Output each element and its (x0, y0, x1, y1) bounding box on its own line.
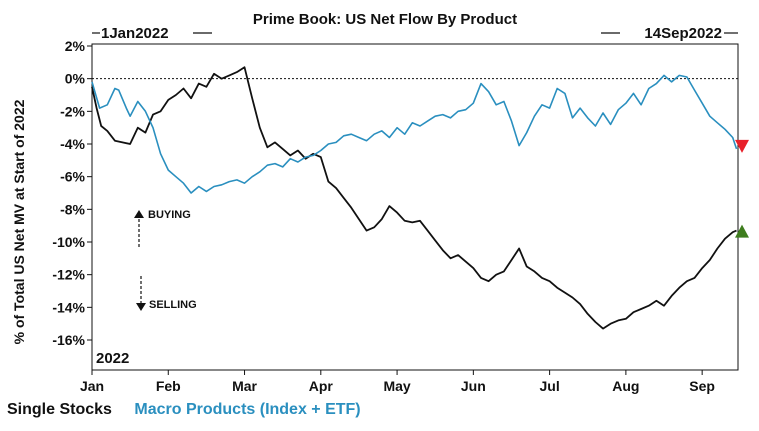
marker-layer (735, 139, 749, 238)
start-date-label: 1Jan2022 (101, 25, 169, 42)
x-axis-ticks: Jan Feb Mar Apr May Jun Jul Aug Sep (80, 370, 715, 394)
x-tick-label: Jun (461, 378, 486, 394)
buying-annotation: BUYING (134, 209, 191, 247)
year-label: 2022 (96, 350, 129, 367)
end-date-label: 14Sep2022 (644, 25, 722, 42)
y-tick-label: -4% (60, 136, 85, 152)
selling-annotation: SELLING (136, 276, 197, 311)
x-tick-label: Jan (80, 378, 104, 394)
legend: Single Stocks Macro Products (Index + ET… (7, 401, 379, 419)
selling-label: SELLING (149, 299, 197, 311)
x-tick-label: May (383, 378, 410, 394)
x-tick-label: Feb (156, 378, 181, 394)
end-date-label-group: 14Sep2022 (601, 25, 738, 42)
series-line-single-stocks (91, 66, 737, 330)
x-tick-label: Jul (539, 378, 559, 394)
start-date-label-group: 1Jan2022 (92, 25, 212, 42)
y-tick-label: -2% (60, 103, 85, 119)
legend-macro-products: Macro Products (Index + ETF) (134, 401, 361, 418)
series-layer (91, 66, 738, 330)
y-tick-label: -6% (60, 169, 85, 185)
y-axis-label: % of Total US Net MV at Start of 2022 (11, 99, 27, 344)
y-tick-label: -8% (60, 201, 85, 217)
legend-single-stocks: Single Stocks (7, 401, 112, 418)
series-line-macro-products (91, 74, 738, 194)
y-tick-label: -14% (52, 299, 85, 315)
chart-title: Prime Book: US Net Flow By Product (253, 11, 517, 28)
x-tick-label: Mar (232, 378, 257, 394)
y-tick-label: -10% (52, 234, 85, 250)
y-tick-label: -16% (52, 332, 85, 348)
x-tick-label: Apr (309, 378, 334, 394)
y-tick-label: -12% (52, 267, 85, 283)
buying-label: BUYING (148, 209, 191, 221)
y-axis-ticks: 2% 0% -2% -4% -6% -8% -10% -12% -14% -16% (52, 38, 92, 348)
x-tick-label: Sep (689, 378, 715, 394)
plot-frame (91, 43, 739, 371)
y-tick-label: 0% (65, 71, 86, 87)
y-tick-label: 2% (65, 38, 86, 54)
stocks-up-arrow-marker (735, 224, 749, 238)
x-tick-label: Aug (612, 378, 639, 394)
macro-down-arrow-marker (735, 139, 749, 153)
